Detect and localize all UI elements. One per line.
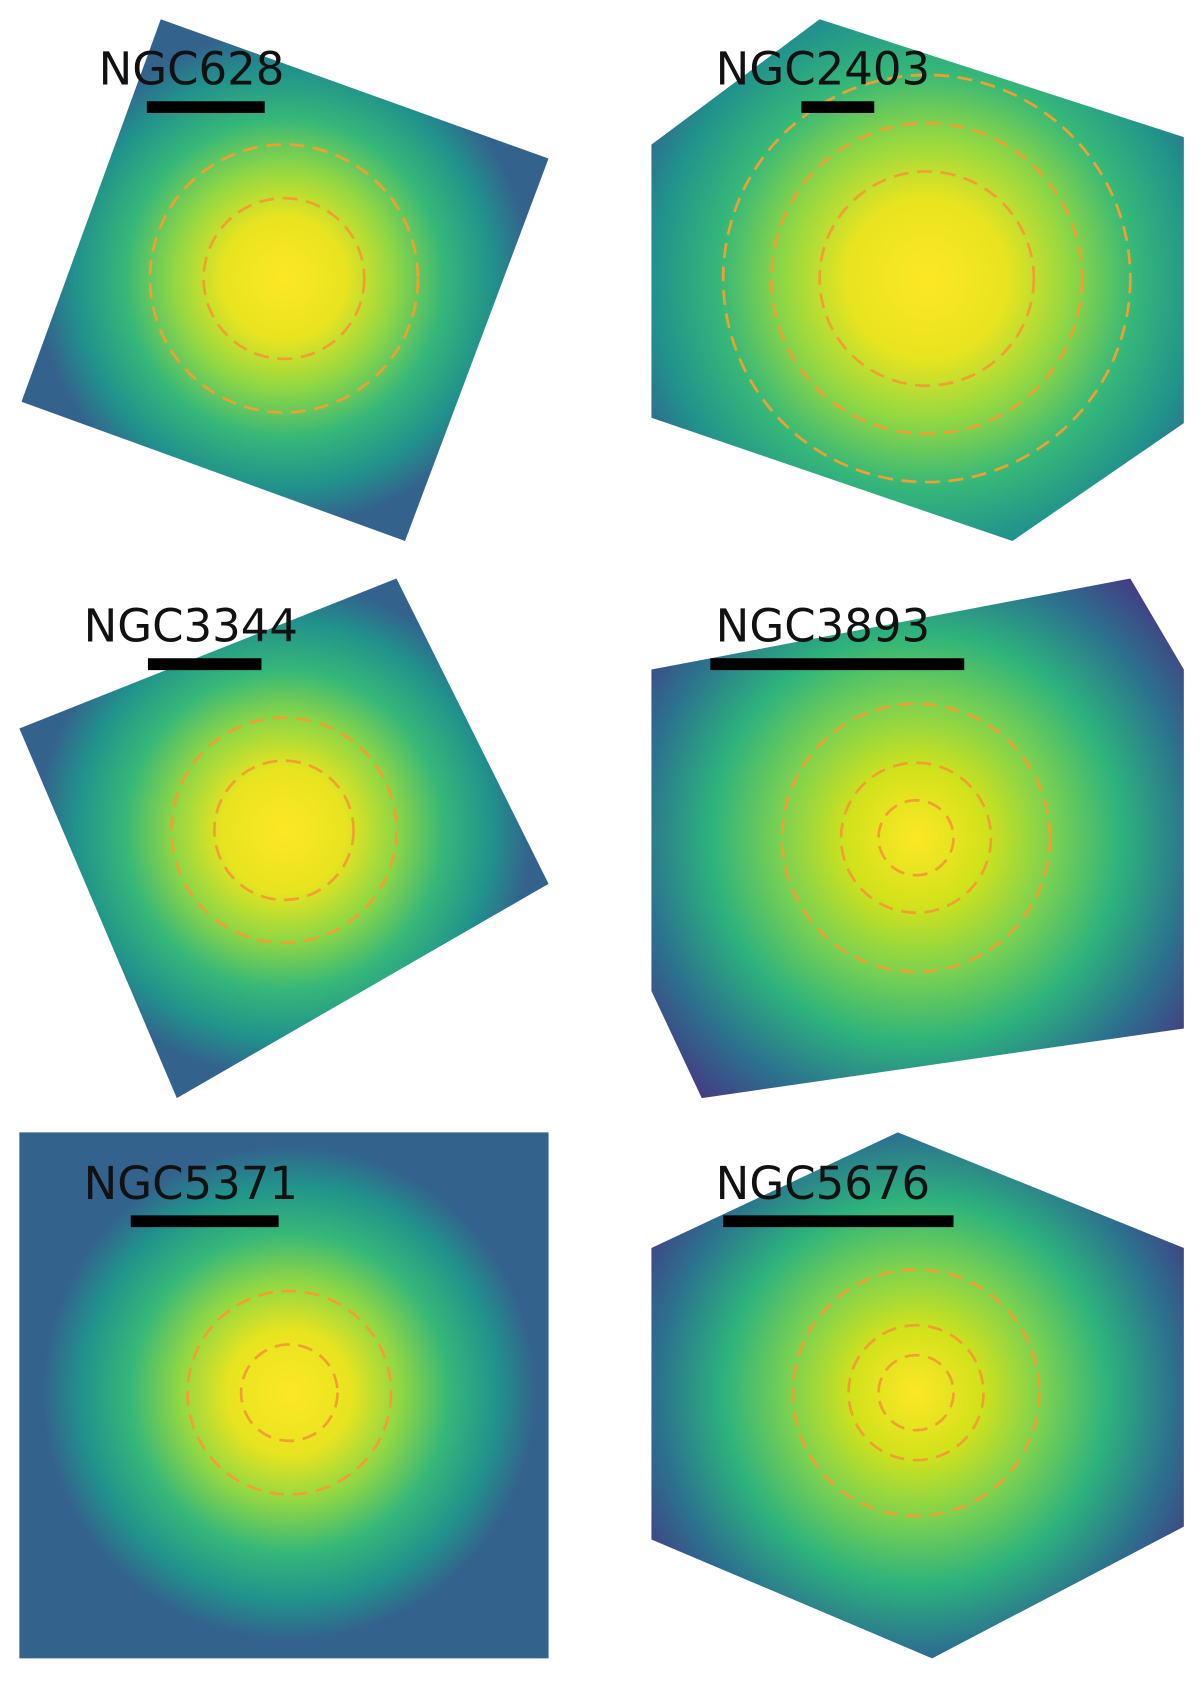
galaxy-label: NGC628	[99, 43, 285, 96]
aperture-ring	[170, 716, 398, 945]
galaxy-label: NGC3344	[84, 600, 298, 653]
aperture-ring	[847, 1323, 985, 1462]
aperture-ring	[186, 1289, 393, 1496]
aperture-ring	[780, 702, 1052, 974]
galaxy-image	[651, 19, 1184, 542]
galaxy-label: NGC3893	[716, 600, 930, 653]
galaxy-panel: NGC2403	[651, 19, 1184, 542]
galaxy-label: NGC5371	[84, 1157, 298, 1210]
aperture-ring	[839, 761, 993, 915]
aperture-ring	[770, 121, 1084, 436]
aperture-ring	[877, 1353, 955, 1432]
aperture-ring	[721, 73, 1132, 484]
galaxy-image	[651, 1132, 1184, 1659]
galaxy-panel: NGC3344	[19, 578, 549, 1099]
aperture-ring	[148, 143, 420, 414]
aperture-ring	[239, 1343, 339, 1443]
galaxy-panel: NGC628	[21, 19, 549, 542]
aperture-ring	[877, 798, 955, 877]
aperture-ring	[818, 170, 1036, 388]
galaxy-panel: NGC5371	[19, 1132, 549, 1659]
aperture-ring	[791, 1268, 1041, 1518]
aperture-ring	[212, 759, 355, 902]
galaxy-label: NGC2403	[716, 43, 930, 96]
aperture-ring	[202, 196, 366, 361]
galaxy-image	[19, 1132, 549, 1659]
galaxy-panel: NGC5676	[651, 1132, 1184, 1659]
galaxy-label: NGC5676	[716, 1157, 930, 1210]
galaxy-image	[19, 578, 549, 1099]
galaxy-image	[21, 19, 549, 542]
galaxy-image	[651, 578, 1184, 1099]
galaxy-panel: NGC3893	[651, 578, 1184, 1099]
